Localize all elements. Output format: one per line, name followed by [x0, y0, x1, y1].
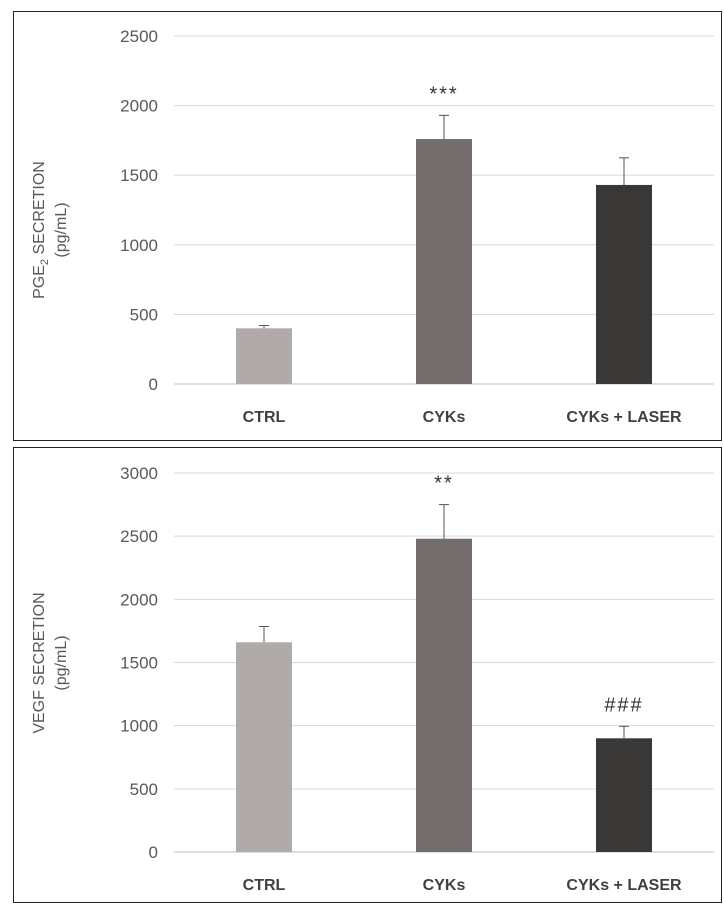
vegf-bar-2 [596, 738, 652, 852]
significance-marker: ### [604, 694, 643, 716]
pge2-chart: 0 500 1000 1500 2000 2500 PGE2 SECRETION (pg/mL… [31, 27, 714, 426]
y-axis-label-line2: (pg/mL) [53, 635, 70, 690]
x-category-label: CYKs + LASER [566, 409, 682, 426]
y-axis-label-line1: VEGF SECRETION [31, 592, 48, 733]
chart-panel-vegf: 0 500 1000 1500 2000 2500 3000 VEGF SECRETION (p… [13, 447, 722, 903]
pge2-bar-2 [596, 184, 652, 384]
y-axis-label-line1: PGE2 SECRETION [31, 161, 51, 299]
x-category-label: CTRL [243, 877, 286, 894]
pge2-bar-1 [416, 139, 472, 384]
vegf-bar-0 [236, 642, 292, 852]
x-category-label: CYKs [423, 409, 466, 426]
y-tick-label: 1000 [120, 236, 158, 255]
significance-marker: *** [429, 83, 458, 105]
significance-marker: ** [434, 473, 454, 495]
y-tick-label: 2500 [120, 527, 158, 546]
x-category-label: CYKs [423, 877, 466, 894]
y-tick-label: 1500 [120, 166, 158, 185]
y-tick-label: 2000 [120, 97, 158, 116]
pge2-bar-0 [236, 328, 292, 384]
y-tick-label: 2000 [120, 590, 158, 609]
y-tick-label: 2500 [120, 27, 158, 46]
y-tick-label: 0 [149, 843, 158, 862]
y-tick-label: 500 [130, 780, 158, 799]
x-category-label: CYKs + LASER [566, 877, 682, 894]
chart-panel-pge2: 0 500 1000 1500 2000 2500 PGE2 SECRETION (pg/mL… [13, 11, 722, 441]
vegf-chart: 0 500 1000 1500 2000 2500 3000 VEGF SECRETION (p… [31, 464, 714, 894]
y-tick-label: 1500 [120, 654, 158, 673]
x-category-label: CTRL [243, 409, 286, 426]
vegf-bar-1 [416, 538, 472, 852]
y-axis-label-line2: (pg/mL) [53, 202, 70, 257]
y-tick-label: 3000 [120, 464, 158, 483]
y-tick-label: 1000 [120, 717, 158, 736]
y-axis-label: PGE2 SECRETION (pg/mL) [31, 161, 70, 299]
y-tick-label: 0 [149, 375, 158, 394]
y-tick-label: 500 [130, 305, 158, 324]
y-axis-label: VEGF SECRETION (pg/mL) [31, 592, 70, 733]
